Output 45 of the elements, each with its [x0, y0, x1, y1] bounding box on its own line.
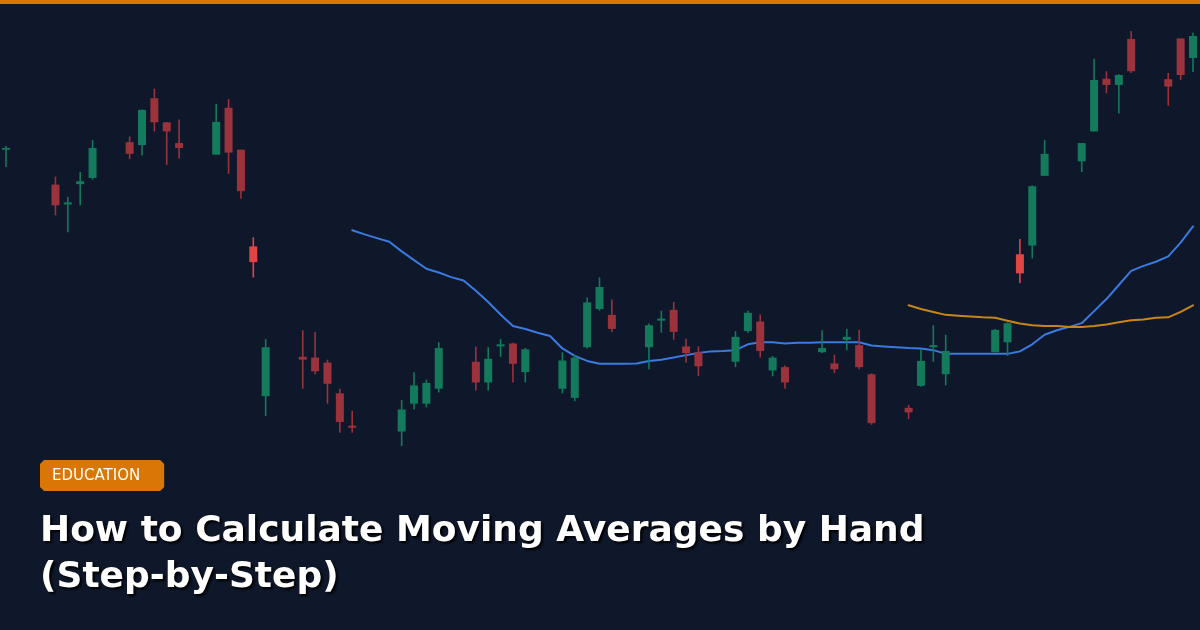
candlestick — [162, 121, 171, 166]
candlestick — [1003, 321, 1012, 357]
candlestick — [682, 337, 691, 364]
candlestick — [669, 301, 678, 341]
candlestick — [249, 236, 258, 279]
candlestick — [780, 364, 789, 390]
candlestick — [842, 328, 851, 351]
candlestick — [1114, 73, 1123, 115]
candlestick — [657, 309, 666, 334]
candlestick — [323, 358, 332, 405]
candlestick — [929, 324, 938, 363]
candlestick — [298, 329, 307, 390]
candlestick — [855, 329, 864, 371]
candlestick — [1040, 139, 1049, 177]
candlestick — [830, 353, 839, 374]
candlestick — [1015, 238, 1024, 285]
candlestick — [484, 346, 493, 392]
candlestick — [471, 345, 480, 392]
candlestick — [125, 135, 134, 161]
text: EDUCATION — [52, 466, 141, 484]
candlestick — [51, 175, 60, 217]
candlestick — [521, 347, 530, 384]
candlestick — [818, 329, 827, 354]
candlestick — [76, 171, 85, 207]
candlestick — [607, 298, 616, 333]
candlestick — [508, 341, 517, 384]
candlestick — [595, 276, 604, 312]
candlestick — [311, 331, 320, 375]
candlestick — [175, 118, 184, 160]
candlestick — [348, 409, 357, 434]
candlestick — [694, 345, 703, 377]
candlestick — [397, 399, 406, 447]
candlestick — [1189, 31, 1197, 73]
candlestick — [768, 355, 777, 378]
candlestick — [1102, 70, 1111, 95]
candlestick — [1164, 72, 1173, 107]
text: How to Calculate Moving Averages by Hand (Step-by-Step) — [40, 508, 925, 595]
candlestick — [743, 309, 752, 334]
candlestick — [422, 378, 431, 409]
candlestick — [2, 145, 10, 168]
candlestick — [941, 333, 950, 387]
candlestick — [63, 196, 72, 234]
candlestick — [410, 371, 419, 411]
candlestick — [1077, 142, 1086, 173]
candlestick — [644, 322, 653, 371]
